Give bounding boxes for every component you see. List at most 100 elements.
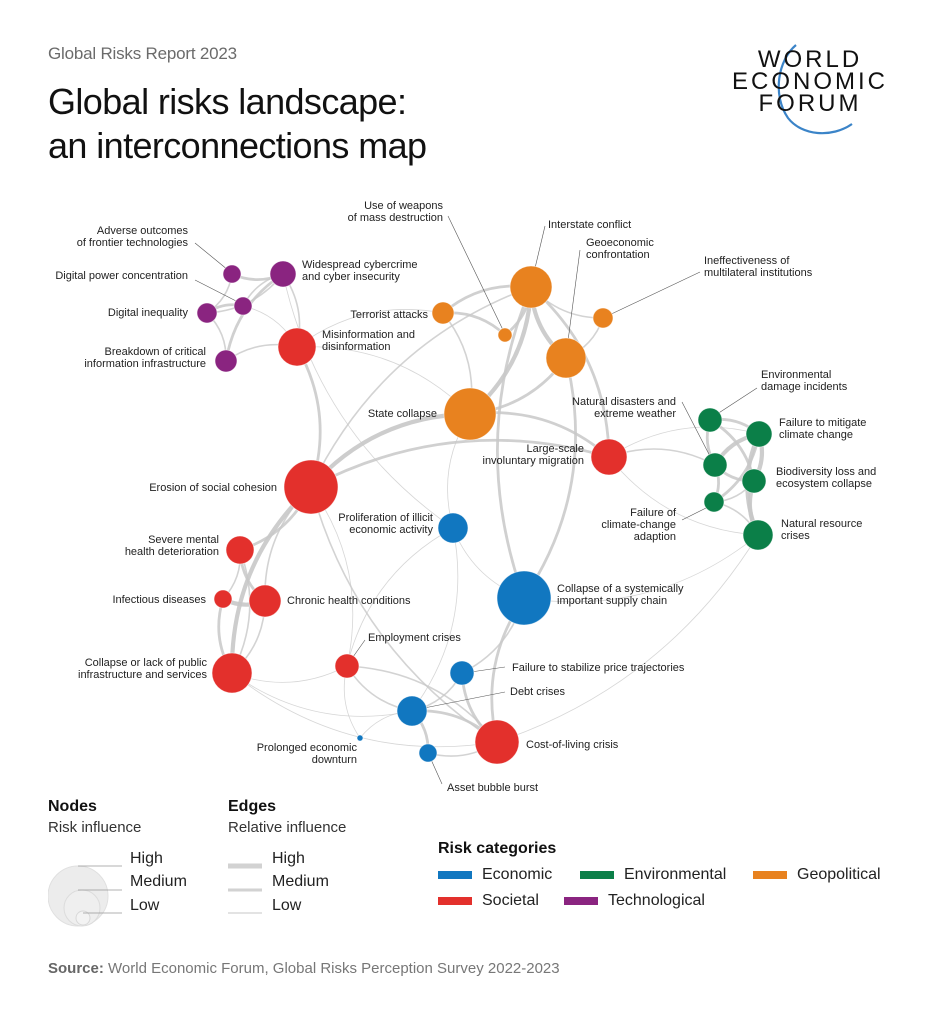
node-biodiversity[interactable] xyxy=(741,468,767,494)
legend-nodes-subtitle: Risk influence xyxy=(48,819,142,836)
logo-line-1: WORLD xyxy=(757,46,863,73)
title-line-1: Global risks landscape: xyxy=(48,81,407,122)
edge xyxy=(608,456,759,536)
wef-logo: WORLD ECONOMIC FORUM xyxy=(730,40,890,140)
edge xyxy=(296,346,471,415)
edge xyxy=(608,426,760,458)
node-infectious[interactable] xyxy=(213,589,233,609)
node-prolonged-downturn[interactable] xyxy=(356,734,364,742)
node-chronic-health[interactable] xyxy=(248,584,282,618)
source-label: Source: xyxy=(48,960,104,977)
node-debt[interactable] xyxy=(396,695,428,727)
edge xyxy=(282,273,454,529)
node-label: Infectious diseases xyxy=(112,594,206,606)
edge xyxy=(522,357,577,599)
node-natural-disasters[interactable] xyxy=(702,452,728,478)
node-label: Natural disasters and extreme weather xyxy=(572,396,676,420)
edge xyxy=(310,486,498,743)
node-env-damage[interactable] xyxy=(697,407,723,433)
node-label: Interstate conflict xyxy=(548,219,631,231)
node-geoeconomic[interactable] xyxy=(545,337,587,379)
edge-width-legend-icon xyxy=(228,863,262,914)
node-label: Ineffectiveness of multilateral instituti… xyxy=(704,255,813,279)
node-label: Cost-of-living crisis xyxy=(526,739,619,751)
node-climate-adaption[interactable] xyxy=(703,491,725,513)
legend-edge-medium: Medium xyxy=(272,873,329,890)
node-involuntary-migration[interactable] xyxy=(590,438,628,476)
node-label: Terrorist attacks xyxy=(350,309,428,321)
node-label: Proliferation of illicit economic activit… xyxy=(338,512,433,536)
node-label: Adverse outcomes of frontier technologies xyxy=(77,225,189,249)
node-label: Failure of climate-change adaption xyxy=(601,507,677,543)
node-climate-mitigation[interactable] xyxy=(745,420,773,448)
node-label: Prolonged economic downturn xyxy=(257,742,358,766)
node-asset-bubble[interactable] xyxy=(418,743,438,763)
node-state-collapse[interactable] xyxy=(443,387,497,441)
node-social-cohesion[interactable] xyxy=(283,459,339,515)
node-terrorist[interactable] xyxy=(431,301,455,325)
economic-swatch-icon xyxy=(438,871,472,879)
nodes-layer xyxy=(196,260,774,765)
node-misinformation[interactable] xyxy=(277,327,317,367)
node-digital-inequality[interactable] xyxy=(196,302,218,324)
node-employment[interactable] xyxy=(334,653,360,679)
node-price-trajectories[interactable] xyxy=(449,660,475,686)
node-label: Asset bubble burst xyxy=(447,782,538,794)
node-label: Chronic health conditions xyxy=(287,595,411,607)
category-environmental: Environmental xyxy=(580,866,726,884)
node-label: Biodiversity loss and ecosystem collapse xyxy=(776,466,876,490)
node-label: Digital power concentration xyxy=(55,270,188,282)
node-label: Breakdown of critical information infrast… xyxy=(84,346,206,370)
node-public-infra[interactable] xyxy=(211,652,253,694)
legend-node-low: Low xyxy=(130,897,160,914)
legend-edge-high: High xyxy=(272,850,305,867)
category-label: Environmental xyxy=(624,866,727,883)
category-label: Economic xyxy=(482,866,553,883)
legend-node-high: High xyxy=(130,850,163,867)
node-label: Severe mental health deterioration xyxy=(125,534,219,558)
node-supply-chain[interactable] xyxy=(496,570,552,626)
category-list: Economic Environmental Geopolitical Soci… xyxy=(438,866,908,926)
edge xyxy=(411,527,459,712)
leader-line xyxy=(413,691,506,711)
report-label: Global Risks Report 2023 xyxy=(48,44,237,63)
node-label: State collapse xyxy=(368,408,437,420)
legend-edge-low: Low xyxy=(272,897,302,914)
node-breakdown-cii[interactable] xyxy=(214,349,238,373)
page-title: Global risks landscape: an interconnecti… xyxy=(48,80,427,168)
node-interstate[interactable] xyxy=(509,265,553,309)
node-label: Geoeconomic confrontation xyxy=(586,237,654,261)
wef-arc-logo-icon xyxy=(777,44,853,135)
edge xyxy=(523,534,759,603)
category-economic: Economic xyxy=(438,866,552,884)
node-digital-power[interactable] xyxy=(233,296,253,316)
legend-risk-categories: Risk categories Economic Environmental G… xyxy=(438,840,908,926)
legend-node-medium: Medium xyxy=(130,873,187,890)
node-cost-of-living[interactable] xyxy=(474,719,520,765)
source-text: World Economic Forum, Global Risks Perce… xyxy=(103,960,560,977)
edge xyxy=(496,534,759,743)
node-mental-health[interactable] xyxy=(225,535,255,565)
category-technological: Technological xyxy=(564,892,705,910)
node-multilateral[interactable] xyxy=(592,307,614,329)
leader-line xyxy=(604,271,701,318)
node-label: Large-scale involuntary migration xyxy=(483,443,585,467)
node-cybercrime[interactable] xyxy=(269,260,297,288)
node-label: Collapse of a systemically important supp… xyxy=(557,583,684,607)
edge xyxy=(310,438,610,489)
logo-line-2: ECONOMIC xyxy=(732,68,888,95)
node-label: Failure to mitigate climate change xyxy=(779,417,866,441)
legend-nodes: Nodes Risk influence High Medium Low xyxy=(48,798,218,928)
legend-edges-title: Edges xyxy=(228,798,277,815)
edge xyxy=(496,286,533,599)
node-natural-resource[interactable] xyxy=(742,519,774,551)
node-illicit-activity[interactable] xyxy=(437,512,469,544)
interconnections-map: Adverse outcomes of frontier technologies… xyxy=(55,200,876,794)
technological-swatch-icon xyxy=(564,897,598,905)
node-label: Failure to stabilize price trajectories xyxy=(512,662,685,674)
logo-line-3: FORUM xyxy=(758,90,862,117)
societal-swatch-icon xyxy=(438,897,472,905)
category-geopolitical: Geopolitical xyxy=(753,866,881,884)
node-wmd[interactable] xyxy=(497,327,513,343)
node-adverse-frontier[interactable] xyxy=(222,264,242,284)
